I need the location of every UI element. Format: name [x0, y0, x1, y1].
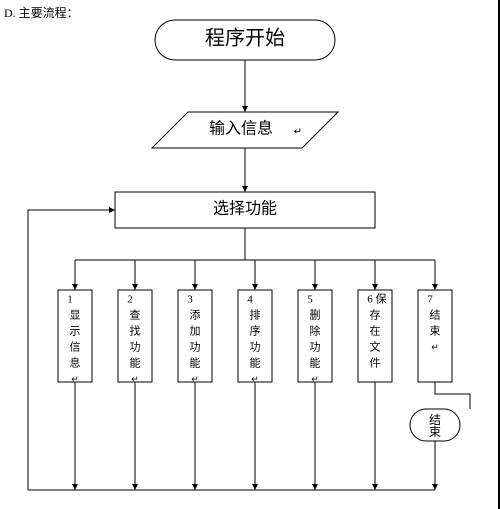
svg-text:存: 存 — [370, 308, 381, 322]
svg-text:7: 7 — [427, 294, 433, 306]
svg-text:显: 显 — [70, 309, 81, 322]
svg-text:6: 6 — [367, 294, 373, 306]
svg-text:能: 能 — [250, 356, 261, 370]
svg-text:能: 能 — [310, 356, 321, 370]
svg-text:删: 删 — [310, 309, 321, 322]
svg-text:1: 1 — [67, 294, 73, 306]
svg-text:↵: ↵ — [294, 126, 302, 137]
svg-text:结: 结 — [430, 309, 441, 322]
svg-text:输入信息: 输入信息 — [209, 120, 273, 138]
svg-text:束: 束 — [430, 325, 441, 338]
svg-text:示: 示 — [70, 326, 81, 338]
svg-text:5: 5 — [307, 294, 313, 306]
svg-text:程序开始: 程序开始 — [205, 27, 285, 50]
svg-text:件: 件 — [370, 357, 381, 370]
svg-text:功: 功 — [250, 341, 261, 354]
flowchart-canvas: 程序开始输入信息↵选择功能1显示信息↵2查找功能↵3添加功能↵4排序功能↵5删除… — [0, 0, 500, 509]
svg-text:找: 找 — [130, 324, 141, 338]
svg-text:在: 在 — [370, 325, 381, 338]
svg-text:保: 保 — [376, 292, 387, 306]
svg-text:文: 文 — [370, 340, 381, 354]
svg-text:加: 加 — [190, 325, 201, 338]
svg-text:排: 排 — [250, 308, 261, 322]
svg-text:能: 能 — [190, 356, 201, 370]
svg-text:2: 2 — [127, 294, 133, 306]
svg-text:3: 3 — [187, 294, 193, 306]
svg-text:功: 功 — [190, 341, 201, 354]
svg-text:序: 序 — [250, 324, 261, 338]
section-header: D. 主要流程： — [4, 4, 79, 21]
svg-text:选择功能: 选择功能 — [213, 200, 277, 218]
svg-text:4: 4 — [247, 294, 253, 306]
svg-text:功: 功 — [310, 341, 321, 354]
svg-text:除: 除 — [310, 324, 321, 338]
svg-text:信: 信 — [70, 341, 81, 354]
svg-text:束: 束 — [429, 425, 441, 439]
svg-text:添: 添 — [190, 308, 201, 322]
svg-text:能: 能 — [130, 356, 141, 370]
svg-text:功: 功 — [130, 341, 141, 354]
svg-text:↵: ↵ — [431, 342, 439, 352]
svg-text:息: 息 — [70, 356, 81, 370]
svg-text:查: 查 — [130, 308, 141, 322]
page: D. 主要流程： 程序开始输入信息↵选择功能1显示信息↵2查找功能↵3添加功能↵… — [0, 0, 500, 509]
